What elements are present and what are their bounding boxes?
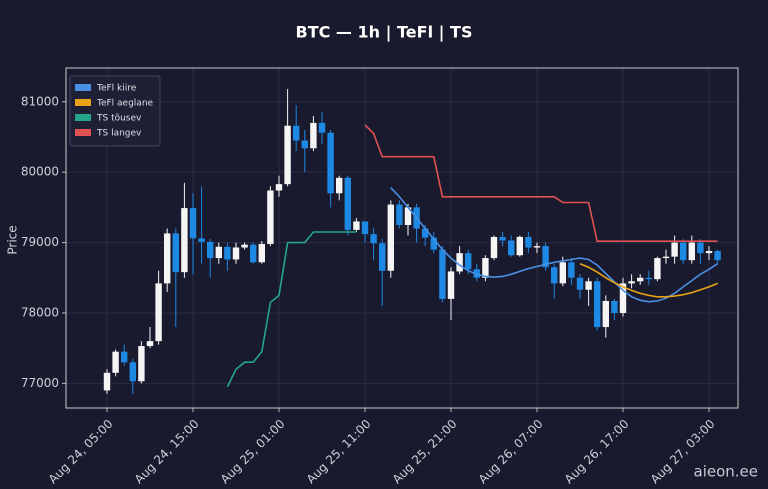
candle-body (508, 240, 515, 256)
candle-body (293, 125, 300, 141)
line-series (364, 124, 718, 242)
candle-body (138, 346, 145, 382)
candle-body (241, 244, 248, 248)
candle-body (662, 256, 670, 259)
candle-body (164, 233, 171, 284)
candle-body (559, 262, 566, 284)
y-tick-label: 80000 (21, 165, 59, 179)
candle-body (129, 362, 136, 382)
candle-body (714, 251, 721, 261)
candle-body (645, 277, 652, 280)
line-series (390, 187, 719, 303)
candle-body (232, 247, 240, 260)
candle-body (611, 301, 618, 313)
candle-body (121, 351, 128, 363)
candle-body (146, 341, 154, 347)
candle-body (680, 242, 687, 261)
candle-body (533, 246, 541, 248)
legend-swatch (75, 129, 91, 136)
legend-swatch (75, 114, 91, 121)
line-series (579, 262, 718, 298)
candle-body (267, 190, 274, 244)
candle-body (568, 262, 575, 278)
candle-body (353, 221, 360, 230)
candle-body (284, 125, 291, 185)
candle-body (155, 283, 162, 342)
candle-body (594, 281, 601, 328)
candle-body (250, 244, 257, 263)
candle-body (602, 301, 609, 328)
candle-body (490, 236, 498, 259)
candle-body (387, 204, 394, 271)
candle-body (310, 122, 317, 149)
candle-body (189, 208, 197, 239)
candle-body (697, 242, 704, 254)
candle-body (224, 246, 231, 260)
candle-body (576, 277, 584, 290)
candle-body (361, 221, 369, 235)
legend: TeFl kiire TeFl aeglane TS tõusev TS langev (69, 75, 161, 147)
candle-body (112, 351, 119, 373)
candle-body (654, 258, 661, 280)
y-tick-label: 77000 (21, 376, 59, 390)
candle-body (688, 242, 695, 261)
candle-body (103, 372, 111, 391)
candle-body (671, 242, 678, 257)
candle-body (430, 237, 437, 250)
candle-body (318, 122, 326, 133)
candle-body (628, 281, 635, 284)
legend-label: TS langev (96, 129, 142, 139)
candle-body (275, 184, 283, 191)
candle-body (482, 258, 489, 278)
candle-body (327, 132, 334, 194)
candle-body (396, 204, 403, 225)
legend-label: TeFl aeglane (96, 99, 154, 109)
legend-box (69, 75, 161, 147)
candle-body (499, 236, 506, 241)
candle-body (181, 208, 188, 273)
y-tick-label: 78000 (21, 305, 59, 319)
line-series (226, 231, 357, 388)
candle-body (404, 207, 412, 225)
candle-body (344, 177, 351, 230)
chart-title: BTC — 1h | TeFl | TS (296, 23, 473, 43)
candle-body (465, 253, 472, 270)
candle-body (585, 281, 592, 290)
candle-body (456, 253, 463, 272)
y-tick-label: 79000 (21, 235, 59, 249)
candle-body (542, 246, 549, 268)
candle-body (619, 283, 627, 313)
legend-label: TS tõusev (96, 114, 142, 124)
candle-body (551, 267, 558, 284)
watermark: aieon.ee (694, 463, 759, 481)
candle-body (172, 233, 179, 273)
candle-body (637, 277, 644, 282)
y-tick-label: 81000 (21, 94, 59, 108)
legend-swatch (75, 84, 91, 91)
candle-body (301, 140, 308, 149)
candle-body (516, 236, 523, 256)
candle-body (258, 243, 265, 263)
candle-body (447, 271, 455, 299)
candle-body (525, 236, 532, 248)
candle-body (198, 238, 205, 242)
candle-body (379, 243, 386, 271)
candle-body (370, 234, 377, 244)
plot-frame (65, 67, 739, 409)
candle-body (705, 251, 713, 254)
candle-body (215, 246, 222, 259)
candle-body (207, 241, 214, 259)
candle-body (422, 228, 429, 238)
candle-body (439, 249, 446, 299)
legend-swatch (75, 99, 91, 106)
legend-label: TeFl kiire (96, 84, 137, 94)
y-axis-label: Price (6, 225, 20, 254)
candle-body (336, 177, 343, 194)
